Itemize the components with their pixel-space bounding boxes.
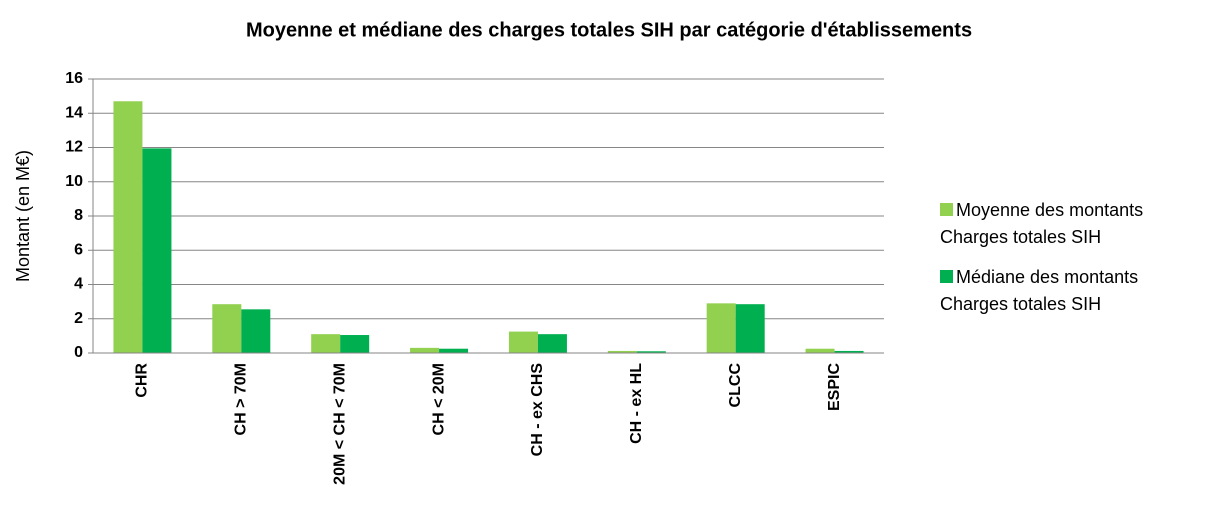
y-tick-label: 16 [65, 70, 83, 87]
legend-label: Médiane des montants Charges totales SIH [940, 267, 1139, 314]
bar [340, 335, 370, 353]
bar [834, 350, 864, 353]
x-tick-label: CH < 20M [430, 363, 447, 435]
y-axis-label: Montant (en M€) [13, 150, 33, 282]
y-tick-label: 14 [65, 104, 83, 121]
y-tick-label: 8 [74, 207, 83, 224]
x-tick-label: ESPIC [826, 363, 843, 411]
x-tick-label: CH - ex CHS [529, 363, 546, 457]
bar [439, 348, 469, 353]
bar [607, 350, 637, 353]
x-tick-label: CH > 70M [233, 363, 250, 435]
y-tick-label: 10 [65, 173, 83, 190]
y-tick-label: 0 [74, 344, 83, 361]
bar [241, 309, 271, 353]
y-tick-label: 2 [74, 310, 83, 327]
legend-item: Médiane des montants Charges totales SIH [940, 264, 1210, 318]
y-tick-label: 4 [74, 276, 83, 293]
bar [636, 351, 666, 353]
bar [212, 304, 242, 353]
bar [311, 334, 341, 353]
y-tick-label: 6 [74, 241, 83, 258]
bar [537, 334, 567, 353]
bar [508, 331, 538, 353]
legend-label: Moyenne des montants Charges totales SIH [940, 200, 1144, 247]
bar [706, 303, 736, 353]
x-tick-label: CLCC [727, 363, 744, 408]
bar [113, 101, 143, 353]
bar [735, 304, 765, 353]
bar [805, 348, 835, 353]
x-tick-label: CHR [134, 363, 151, 398]
y-tick-label: 12 [65, 139, 83, 156]
legend-item: Moyenne des montants Charges totales SIH [940, 197, 1210, 251]
x-tick-label: CH - ex HL [628, 363, 645, 444]
x-tick-label: 20M < CH < 70M [331, 363, 348, 485]
chart-title: Moyenne et médiane des charges totales S… [246, 19, 972, 41]
bar [410, 347, 440, 353]
legend-swatch [940, 203, 953, 216]
legend-swatch [940, 270, 953, 283]
bar [142, 148, 172, 353]
